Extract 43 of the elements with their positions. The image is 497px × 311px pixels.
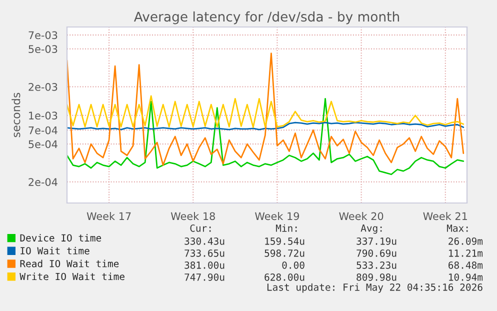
- y-tick-label: 5e-04: [28, 140, 58, 148]
- text: 809.98u: [356, 273, 396, 281]
- text: 628.00u: [264, 273, 304, 281]
- line-series: [67, 95, 464, 128]
- x-tick-label: Week 18: [170, 212, 215, 220]
- text: 337.19u: [356, 237, 396, 245]
- line-series: [67, 122, 464, 130]
- text: 790.69u: [356, 249, 396, 257]
- x-tick-label: Week 17: [86, 212, 131, 220]
- x-tick-label: Week 20: [339, 212, 384, 220]
- y-tick-label: 1e-03: [29, 112, 58, 120]
- text: Avg:: [360, 224, 382, 234]
- line-series: [67, 98, 464, 176]
- text: Last update: Fri May 22 04:35:16 2026: [267, 283, 482, 293]
- legend-label: Read IO Wait time: [20, 260, 119, 268]
- text: 10.94m: [449, 273, 483, 281]
- text: 11.21m: [449, 249, 483, 257]
- text: 26.09m: [448, 237, 483, 245]
- text: 533.23u: [356, 261, 396, 269]
- text: 0.00: [282, 261, 304, 269]
- text: 381.00u: [184, 261, 224, 269]
- text: 733.65u: [184, 249, 224, 257]
- text: 330.43u: [184, 237, 224, 245]
- y-axis-title: seconds: [12, 92, 20, 138]
- legend-label: Device IO time: [20, 234, 102, 242]
- y-tick-label: 2e-04: [28, 178, 58, 186]
- text: Cur:: [190, 224, 211, 232]
- y-tick-label: 2e-03: [28, 83, 58, 91]
- text: Min:: [276, 224, 297, 232]
- text: 747.90u: [184, 273, 224, 281]
- text: 68.48m: [448, 261, 483, 269]
- text: 598.72u: [264, 249, 304, 257]
- x-tick-label: Week 19: [255, 212, 300, 220]
- legend-label: IO Wait time: [20, 246, 90, 254]
- y-tick-label: 5e-03: [28, 45, 58, 54]
- chart-title: Average latency for /dev/sda - by month: [134, 11, 400, 24]
- text: Max:: [446, 224, 468, 232]
- line-series: [67, 52, 464, 166]
- legend-label: Write IO Wait time: [20, 272, 124, 280]
- x-tick-label: Week 21: [423, 212, 467, 220]
- y-tick-label: 7e-03: [28, 31, 58, 40]
- y-tick-label: 7e-04: [28, 126, 58, 134]
- text: 159.54u: [265, 237, 304, 245]
